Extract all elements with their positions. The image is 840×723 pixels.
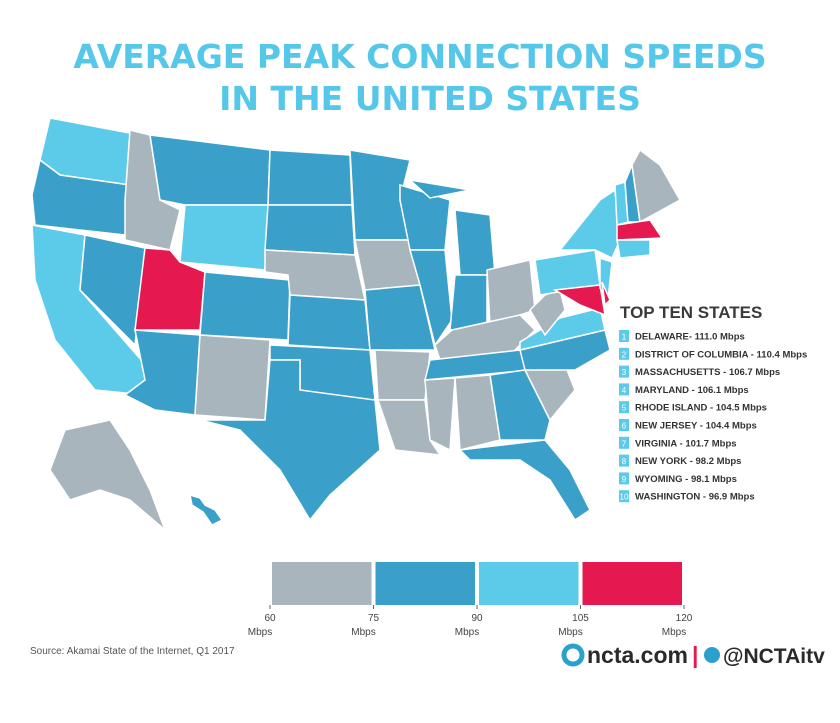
rank-box: [619, 436, 629, 449]
rank: 7: [622, 439, 627, 448]
list-item: DELAWARE- 111.0 Mbps: [635, 332, 745, 343]
rank-box: [619, 330, 629, 342]
us-map: [31, 117, 682, 531]
rank-box: [619, 383, 629, 396]
list-item: DISTRICT OF COLUMBIA - 110.4 Mbps: [635, 349, 807, 360]
list-item: RHODE ISLAND - 104.5 Mbps: [635, 403, 767, 414]
legend-tick-label: 105: [572, 613, 589, 624]
site: ncta.com: [587, 642, 688, 668]
rank: 2: [622, 350, 627, 359]
handle: @NCTAitv: [723, 645, 825, 668]
legend-tick-label: 90: [471, 613, 483, 624]
list-item: NEW YORK - 98.2 Mbps: [635, 456, 741, 467]
list-heading: TOP TEN STATES: [620, 303, 762, 322]
rank: 6: [622, 422, 627, 431]
legend-swatch: [272, 562, 372, 605]
rank: 10: [620, 493, 629, 502]
list-item: WYOMING - 98.1 Mbps: [635, 474, 737, 485]
legend-tick-label: 75: [368, 613, 380, 624]
list-item: MARYLAND - 106.1 Mbps: [635, 385, 749, 396]
legend-unit: Mbps: [351, 627, 375, 638]
legend-unit: Mbps: [455, 627, 479, 638]
legend: 60 Mbps 75 Mbps 90 Mbps 105 Mbps 120 Mbps: [248, 562, 693, 638]
legend-swatch: [375, 562, 475, 605]
legend-unit: Mbps: [248, 627, 272, 638]
top-ten-list: 1 DELAWARE- 111.0 Mbps 2 DISTRICT OF COLUMB…: [619, 330, 807, 503]
rank: 8: [622, 457, 627, 466]
separator: |: [692, 642, 698, 668]
source: Source: Akamai State of the Internet, Q1…: [30, 646, 235, 657]
rank-box: [619, 472, 629, 485]
ncta-logo: [561, 643, 585, 667]
legend-swatch: [479, 562, 579, 605]
rank: 3: [622, 368, 627, 377]
title-line: AVERAGE PEAK CONNECTION SPEEDS: [73, 37, 766, 76]
rank: 5: [622, 404, 627, 413]
list-item: WASHINGTON - 96.9 Mbps: [635, 492, 755, 503]
legend-tick-label: 60: [264, 613, 276, 624]
rank: 4: [622, 386, 627, 395]
legend-unit: Mbps: [558, 627, 582, 638]
rank: 9: [622, 475, 627, 484]
legend-unit: Mbps: [662, 627, 686, 638]
rank: 1: [622, 333, 627, 342]
legend-swatch: [582, 562, 682, 605]
list-item: VIRGINIA - 101.7 Mbps: [635, 438, 737, 449]
rank-box: [619, 454, 629, 467]
rank-box: [619, 347, 629, 360]
title-line: IN THE UNITED STATES: [219, 79, 641, 118]
rank-box: [619, 419, 629, 431]
legend-tick-label: 120: [676, 613, 693, 624]
twitter-icon: [704, 647, 720, 663]
list-item: NEW JERSEY - 104.4 Mbps: [635, 421, 757, 432]
list-item: MASSACHUSETTS - 106.7 Mbps: [635, 367, 780, 378]
rank-box: [619, 490, 629, 503]
rank-box: [619, 365, 629, 378]
rank-box: [619, 401, 629, 414]
